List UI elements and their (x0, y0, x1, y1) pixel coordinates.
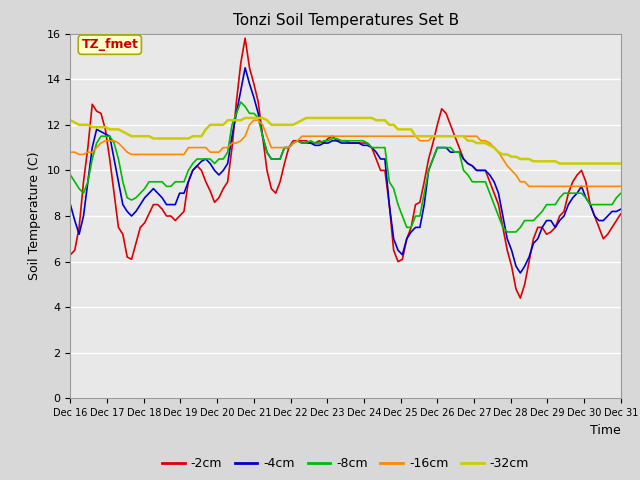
Y-axis label: Soil Temperature (C): Soil Temperature (C) (28, 152, 41, 280)
Text: TZ_fmet: TZ_fmet (81, 38, 138, 51)
Legend: -2cm, -4cm, -8cm, -16cm, -32cm: -2cm, -4cm, -8cm, -16cm, -32cm (157, 452, 534, 475)
X-axis label: Time: Time (590, 424, 621, 437)
Title: Tonzi Soil Temperatures Set B: Tonzi Soil Temperatures Set B (232, 13, 459, 28)
